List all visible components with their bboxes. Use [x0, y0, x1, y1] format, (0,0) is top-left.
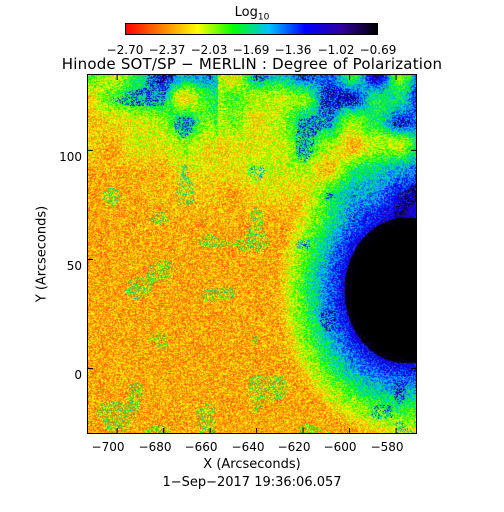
colorbar-tick: −1.36 — [274, 43, 312, 57]
colorbar-tick: −2.37 — [148, 43, 186, 57]
x-tick-label: −660 — [184, 440, 218, 454]
x-tick-label: −620 — [277, 440, 311, 454]
plot-title: Hinode SOT/SP − MERLIN : Degree of Polar… — [61, 55, 443, 73]
y-tick-label: 100 — [59, 150, 82, 164]
colorbar — [125, 23, 378, 35]
observation-timestamp: 1−Sep−2017 19:36:06.057 — [162, 475, 342, 490]
y-tick-label: 0 — [74, 368, 82, 382]
x-tick-label: −640 — [231, 440, 265, 454]
colorbar-tick: −1.02 — [317, 43, 355, 57]
y-axis-label: Y (Arcseconds) — [34, 205, 50, 303]
colorbar-tick: −2.70 — [106, 43, 144, 57]
polarization-map — [87, 74, 417, 434]
colorbar-tick: −2.03 — [190, 43, 228, 57]
polarization-map-image — [88, 75, 416, 433]
colorbar-tick: −1.69 — [232, 43, 270, 57]
x-tick-label: −600 — [323, 440, 357, 454]
colorbar-title: Log10 — [234, 5, 270, 23]
colorbar-tick: −0.69 — [359, 43, 397, 57]
x-tick-label: −700 — [91, 440, 125, 454]
y-tick-label: 50 — [66, 259, 82, 273]
x-axis-label: X (Arcseconds) — [203, 457, 301, 472]
x-tick-label: −680 — [138, 440, 172, 454]
x-tick-label: −580 — [370, 440, 404, 454]
